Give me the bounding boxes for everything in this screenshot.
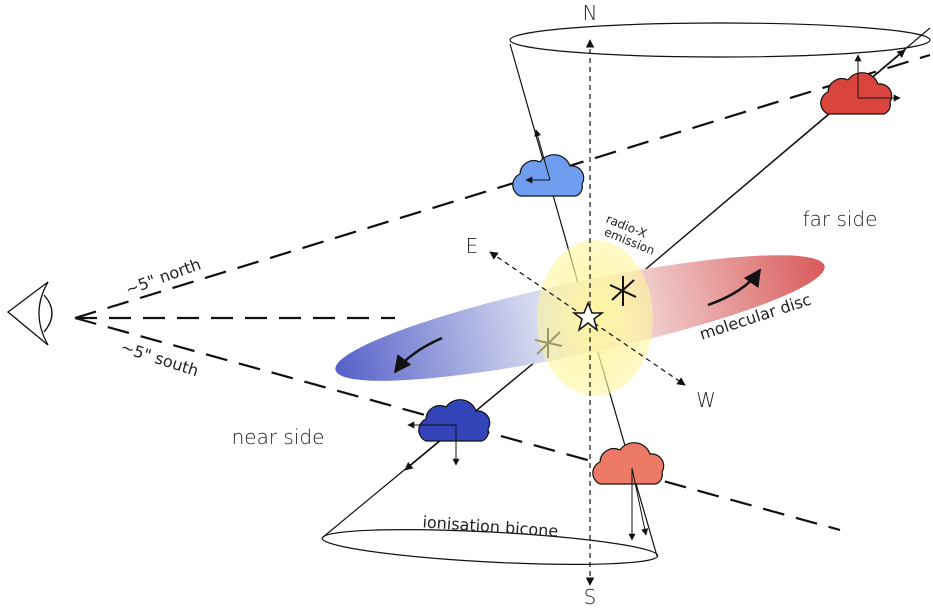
- bicone-label: ionisation bicone: [422, 512, 559, 540]
- north-offset-label: ~5" north: [123, 254, 204, 299]
- cloud: [418, 399, 491, 442]
- emission-burst: [534, 328, 563, 358]
- south-label: S: [584, 585, 597, 609]
- south-offset-label: ~5" south: [118, 337, 201, 380]
- cloud: [820, 72, 893, 115]
- far-side-label: far side: [803, 207, 878, 231]
- emission-burst: [609, 276, 637, 306]
- rotation-arrow: [393, 336, 443, 374]
- north-label: N: [583, 1, 598, 25]
- velocity-arrows: [407, 54, 901, 541]
- rotation-arrow: [707, 268, 762, 307]
- cloud: [592, 442, 665, 485]
- eye: [6, 281, 53, 346]
- sight-lines: [74, 53, 931, 532]
- east-label: E: [466, 234, 479, 258]
- nucleus-star: [571, 300, 605, 332]
- west-label: W: [696, 388, 716, 412]
- near-side-label: near side: [232, 425, 325, 449]
